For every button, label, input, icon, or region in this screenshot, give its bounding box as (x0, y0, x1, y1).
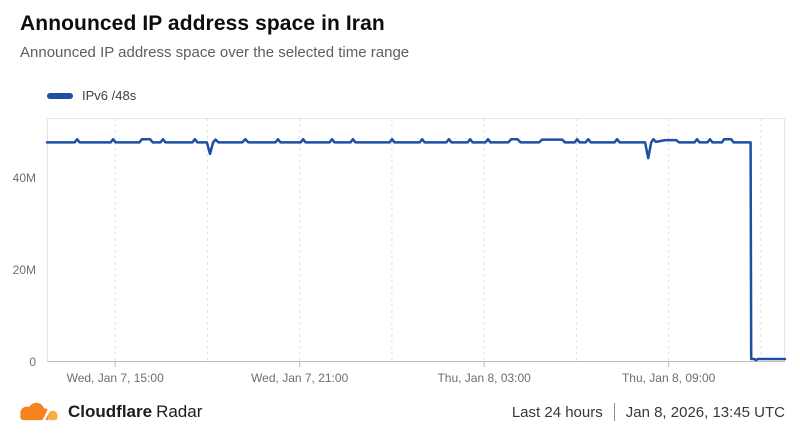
cloud-light-part (48, 410, 58, 420)
legend: IPv6 /48s (47, 88, 136, 103)
time-range-label: Last 24 hours (511, 403, 603, 421)
timestamp-label: Jan 8, 2026, 13:45 UTC (625, 403, 785, 421)
page-title: Announced IP address space in Iran (20, 12, 385, 35)
cloud-shape (48, 414, 58, 420)
x-axis: Wed, Jan 7, 15:00 Wed, Jan 7, 21:00 Thu, J… (47, 371, 785, 387)
brand-text: Cloudflare Radar (68, 402, 202, 422)
logo-slash (41, 406, 52, 423)
y-axis-label: 20M (12, 262, 36, 277)
legend-label: IPv6 /48s (82, 88, 137, 103)
x-axis-label: Wed, Jan 7, 15:00 (66, 371, 164, 385)
footer: Cloudflare Radar Last 24 hours Jan 8, 202… (16, 396, 785, 428)
cloud-shape (20, 412, 50, 420)
x-axis-label: Wed, Jan 7, 21:00 (251, 371, 349, 385)
cloud-main (20, 402, 50, 420)
line-chart[interactable] (45, 118, 787, 368)
time-range-info: Last 24 hours Jan 8, 2026, 13:45 UTC (512, 403, 785, 421)
legend-item-ipv6-48s[interactable]: IPv6 /48s (47, 88, 136, 103)
ipv6-48s-line (45, 137, 787, 362)
series-color-dash-icon (47, 92, 73, 99)
brand-product: Radar (156, 402, 203, 421)
y-axis: 0 20M 40M (0, 118, 42, 369)
brand-name: Cloudflare (68, 402, 153, 421)
x-axis-label: Thu, Jan 8, 09:00 (621, 371, 716, 385)
cloudflare-radar-brand[interactable]: Cloudflare Radar (16, 400, 202, 425)
x-axis-label: Thu, Jan 8, 03:00 (437, 371, 531, 385)
separator (613, 403, 615, 421)
chart-svg[interactable] (45, 118, 787, 368)
y-axis-label: 40M (12, 170, 36, 185)
y-axis-label: 0 (29, 355, 36, 369)
page-subtitle: Announced IP address space over the sele… (20, 44, 410, 61)
cloudflare-logo-icon (20, 402, 58, 423)
